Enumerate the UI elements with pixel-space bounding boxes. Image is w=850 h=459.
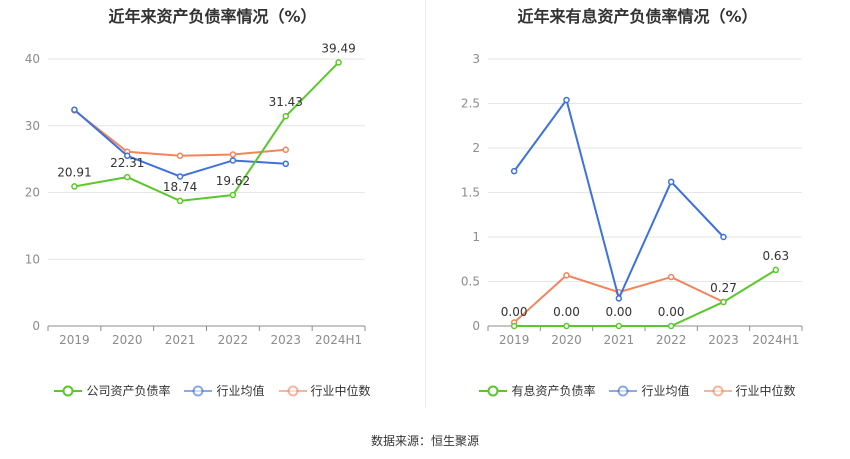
legend-item[interactable]: 公司资产负债率 [54,382,170,399]
legend-label: 有息资产负债率 [511,384,596,398]
chart-panel-right: 近年来有息资产负债率情况（%） 0 0.5 1 1.5 2 2.5 3 2019 2020 202… [425,0,850,420]
y-tick-label: 3 [472,52,480,66]
x-tick-label: 2020 [112,333,143,347]
data-point [282,146,289,154]
x-tick-label: 2023 [708,333,739,347]
series-line [513,97,725,302]
y-tick-label: 20 [25,186,40,200]
x-tick-label: 2020 [551,333,582,347]
y-tick-label: 2.5 [461,97,480,111]
y-tick-label: 40 [25,52,40,66]
legend-label: 行业中位数 [310,384,371,398]
legend-item[interactable]: 行业中位数 [703,382,796,399]
data-point [772,266,780,274]
data-point [667,322,675,330]
y-tick-label: 1.5 [461,186,480,200]
legend-label: 行业中位数 [735,384,796,398]
data-point [667,178,675,186]
data-label: 0.27 [710,281,737,295]
x-tick-label: 2019 [499,333,530,347]
data-point [282,160,289,168]
legend-item[interactable]: 行业中位数 [278,382,371,399]
y-tick-label: 2 [472,141,480,155]
line-chart-left: 0 10 20 30 40 2019 2020 2021 2022 2023 2024H1 20.91… [25,41,366,347]
x-tick-label: 2021 [165,333,196,347]
data-point [563,96,570,104]
data-point [71,183,78,190]
series-line [514,269,777,327]
y-tick-label: 10 [25,252,40,266]
x-tick-label: 2022 [218,333,249,347]
chart-title: 近年来有息资产负债率情况（%） [517,7,758,26]
legend-marker-icon [184,385,213,396]
data-point [176,173,184,180]
legend-marker-icon [609,385,638,396]
data-point [563,322,570,330]
legend-label: 行业均值 [641,384,690,398]
data-label: 39.49 [321,41,355,55]
data-point [282,112,289,120]
data-label: 0.00 [605,305,632,319]
legend-marker-icon [54,385,83,396]
y-tick-label: 1 [472,230,480,244]
data-point [71,106,78,113]
data-point [510,322,518,330]
data-point [124,152,131,160]
chart-legend: 有息资产负债率 行业均值 行业中位数 [425,382,850,399]
data-point [720,233,727,241]
chart-panel-left: 近年来资产负债率情况（%） 0 10 20 30 40 2019 2020 2021 2022 2… [0,0,425,420]
data-label: 20.91 [57,165,91,179]
data-point [335,59,342,66]
chart-title: 近年来资产负债率情况（%） [108,7,317,26]
data-label: 19.62 [216,174,250,188]
data-point [229,191,237,199]
y-tick-label: 0 [472,319,480,333]
x-tick-label: 2024H1 [752,333,799,347]
series-line [74,61,340,202]
panel-divider [425,0,426,408]
data-point [667,273,675,281]
x-tick-label: 2021 [604,333,635,347]
legend-item[interactable]: 有息资产负债率 [479,382,595,399]
legend-label: 行业均值 [216,384,265,398]
data-point [563,272,570,279]
data-source-note: 数据来源：恒生聚源 [370,434,479,448]
y-tick-label: 30 [25,119,40,133]
data-point [510,167,518,175]
data-label: 0.00 [553,305,580,319]
series-line [73,108,286,178]
data-label: 0.00 [658,305,685,319]
legend-marker-icon [703,385,732,396]
chart-legend: 公司资产负债率 行业均值 行业中位数 [0,382,425,399]
data-label: 22.31 [110,156,144,170]
legend-label: 公司资产负债率 [86,384,171,398]
data-point [176,197,184,205]
data-point [229,157,237,164]
data-point [615,295,623,302]
data-label: 31.43 [269,95,303,109]
x-tick-label: 2023 [270,333,301,347]
y-tick-label: 0 [32,319,40,333]
line-chart-right: 0 0.5 1 1.5 2 2.5 3 2019 2020 2021 2022 2023 2024H1 0… [461,52,803,347]
legend-item[interactable]: 行业均值 [184,382,265,399]
data-point [615,322,623,330]
legend-marker-icon [278,385,307,396]
legend-marker-icon [479,385,508,396]
x-tick-label: 2024H1 [315,333,362,347]
x-tick-label: 2022 [656,333,687,347]
data-label: 0.63 [762,249,789,263]
series-line [73,109,286,157]
data-label: 0.00 [501,305,528,319]
data-point [229,151,237,158]
x-tick-label: 2019 [59,333,90,347]
y-tick-label: 0.5 [461,275,480,289]
data-label: 18.74 [163,180,197,194]
data-point [176,152,184,160]
data-point [124,173,131,181]
data-point [720,298,727,306]
legend-item[interactable]: 行业均值 [609,382,690,399]
